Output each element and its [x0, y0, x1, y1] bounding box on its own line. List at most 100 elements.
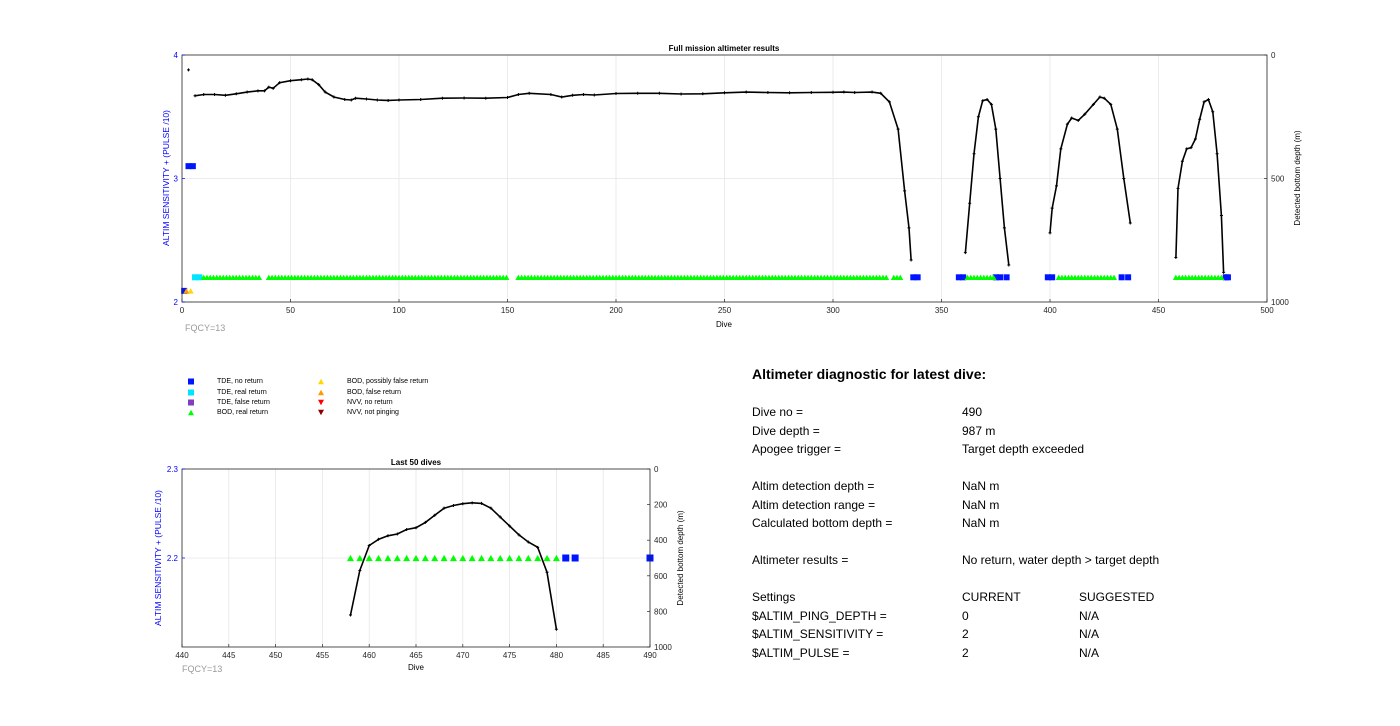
- bod-false-return-legend-marker: [318, 389, 324, 396]
- bod-real-return-marker: [440, 554, 448, 562]
- x-tick-label: 450: [269, 651, 283, 660]
- depth-point: [1055, 184, 1059, 188]
- depth-point: [842, 90, 846, 94]
- depth-point: [193, 94, 197, 98]
- y2-tick-label: 0: [654, 465, 659, 474]
- tde-no-return-marker: [997, 274, 1004, 281]
- depth-point: [461, 502, 465, 506]
- depth-point: [549, 93, 553, 97]
- depth-point: [386, 534, 390, 538]
- x-tick-label: 450: [1152, 306, 1166, 315]
- chart-title: Last 50 dives: [391, 458, 442, 467]
- depth-point: [998, 177, 1002, 180]
- depth-point: [245, 90, 249, 94]
- setting-name: $ALTIM_SENSITIVITY =: [752, 627, 884, 641]
- depth-point: [1098, 95, 1102, 99]
- depth-point: [994, 127, 998, 131]
- bod-real-return-marker: [1218, 274, 1225, 280]
- bod-real-return-marker: [897, 274, 904, 280]
- tde-real-return-legend-marker: [188, 389, 194, 396]
- depth-point: [571, 93, 575, 97]
- setting-name: $ALTIM_PING_DEPTH =: [752, 609, 887, 623]
- altimeter-results-label: Altimeter results =: [752, 553, 849, 567]
- bottom-depth-label: Calculated bottom depth =: [752, 516, 893, 530]
- depth-point: [1193, 137, 1197, 141]
- depth-point: [554, 627, 558, 631]
- detection-depth-label: Altim detection depth =: [752, 479, 875, 493]
- diagnostic-title: Altimeter diagnostic for latest dive:: [752, 366, 987, 382]
- depth-point: [809, 91, 813, 95]
- depth-point: [1048, 231, 1052, 235]
- depth-point: [527, 91, 531, 95]
- dive-depth-row: Dive depth = 987 m: [752, 424, 1312, 440]
- depth-point: [870, 90, 874, 94]
- depth-point: [1198, 117, 1202, 121]
- depth-point: [981, 99, 985, 103]
- tde-real-return-marker: [192, 274, 199, 281]
- depth-point: [1091, 102, 1095, 106]
- bod-possibly-false-return-marker: [187, 288, 194, 294]
- depth-point: [701, 92, 705, 96]
- depth-point: [1180, 159, 1184, 163]
- detection-range-label: Altim detection range =: [752, 498, 876, 512]
- legend-item: NVV, no return: [310, 398, 460, 407]
- tde-no-return-marker: [571, 554, 579, 562]
- y2-tick-label: 200: [654, 501, 668, 510]
- depth-point: [887, 100, 891, 104]
- legend-label: TDE, false return: [217, 399, 270, 406]
- x-tick-label: 460: [363, 651, 377, 660]
- depth-point: [1222, 270, 1226, 274]
- depth-point: [442, 506, 446, 510]
- bod-real-return-marker: [503, 274, 510, 280]
- depth-point: [581, 93, 585, 97]
- depth-point: [972, 152, 976, 156]
- tde-false-return-legend-marker: [188, 399, 194, 406]
- bod-real-return-marker: [459, 554, 467, 562]
- depth-point: [262, 89, 266, 93]
- depth-point: [679, 92, 683, 96]
- depth-point: [348, 613, 352, 617]
- depth-point: [968, 201, 972, 205]
- dive-no-label: Dive no =: [752, 405, 804, 419]
- setting-current: 2: [962, 646, 969, 660]
- x-tick-label: 500: [1260, 306, 1274, 315]
- depth-point: [405, 528, 409, 532]
- depth-point: [470, 501, 474, 505]
- depth-point: [306, 77, 310, 81]
- depth-point: [1065, 122, 1069, 126]
- setting-suggested: N/A: [1079, 646, 1100, 660]
- bod-real-return-marker: [468, 554, 476, 562]
- x-tick-label: 400: [1043, 306, 1057, 315]
- depth-point: [989, 102, 993, 106]
- bod-possibly-false-return-legend-marker: [318, 378, 324, 385]
- tde-no-return-marker: [1125, 274, 1132, 281]
- depth-point: [592, 93, 596, 97]
- depth-point: [234, 92, 238, 96]
- y-tick-label: 4: [174, 51, 179, 60]
- depth-point: [377, 537, 381, 541]
- bottom-depth-row: Calculated bottom depth = NaN m: [752, 516, 1312, 532]
- tde-no-return-marker: [1118, 274, 1125, 281]
- depth-point: [317, 83, 321, 87]
- depth-point: [907, 226, 911, 230]
- x-tick-label: 50: [286, 306, 295, 315]
- bod-real-return-marker: [384, 554, 392, 562]
- tde-no-return-marker: [960, 274, 967, 281]
- x-tick-label: 470: [456, 651, 470, 660]
- bod-real-return-marker: [346, 554, 354, 562]
- y2-tick-label: 400: [654, 536, 668, 545]
- altimeter-results-row: Altimeter results = No return, water dept…: [752, 553, 1312, 569]
- depth-point: [484, 96, 488, 100]
- depth-point: [386, 98, 390, 102]
- nvv-no-return-legend-marker: [318, 399, 324, 406]
- depth-point: [223, 93, 227, 97]
- depth-point: [289, 79, 292, 83]
- depth-point: [419, 97, 423, 101]
- depth-point: [853, 91, 857, 95]
- depth-point: [963, 251, 967, 255]
- legend-label: NVV, no return: [347, 399, 393, 406]
- depth-point: [1109, 102, 1113, 106]
- legend-item: BOD, real return: [180, 408, 310, 417]
- depth-point: [1189, 146, 1193, 150]
- apogee-trigger-label: Apogee trigger =: [752, 442, 842, 456]
